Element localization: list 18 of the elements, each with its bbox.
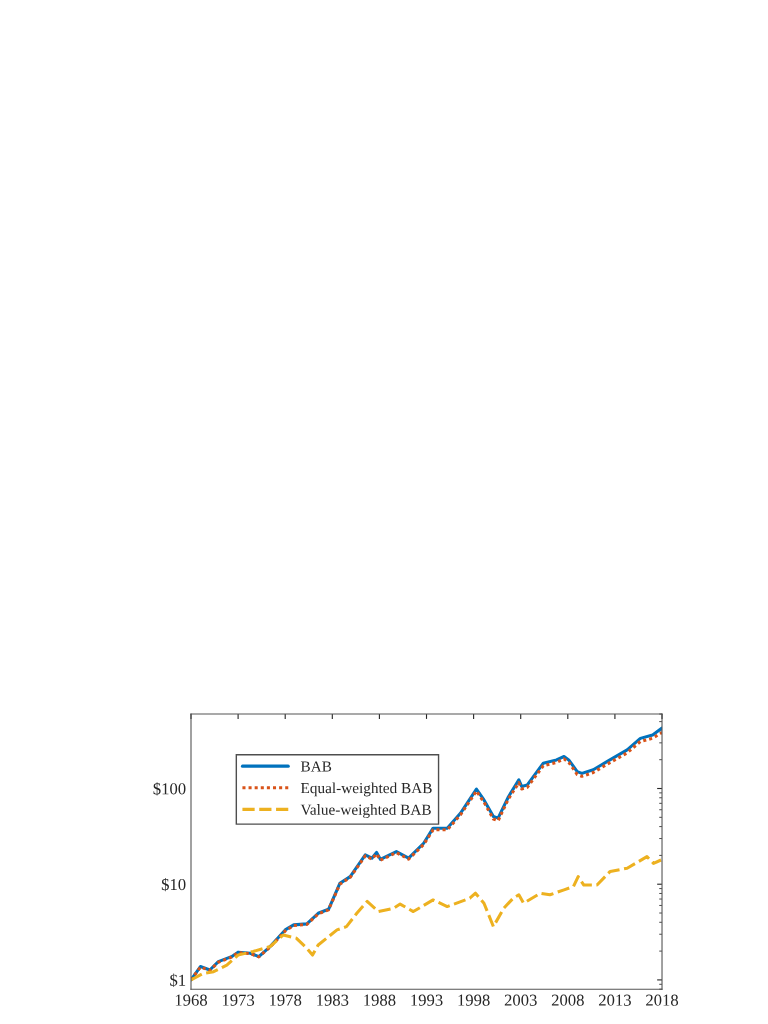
x-tick-label: 2018	[646, 994, 679, 1006]
x-tick-label: 1993	[411, 994, 443, 1006]
legend-label: BAB	[300, 761, 332, 772]
x-tick-label: 1978	[270, 994, 302, 1006]
y-tick-label: $100	[153, 782, 186, 796]
x-tick-label: 1998	[458, 994, 490, 1006]
y-tick-label: $10	[161, 877, 186, 892]
y-tick-label: $1	[170, 973, 186, 987]
x-tick-label: 2003	[504, 994, 537, 1006]
x-tick-label: 1983	[317, 994, 349, 1006]
x-tick-label: 1973	[222, 994, 255, 1006]
x-tick-label: 2013	[598, 994, 631, 1006]
line-series	[191, 855, 663, 982]
x-tick-label: 2008	[551, 994, 584, 1006]
x-tick-label: 1968	[175, 994, 208, 1006]
legend-label: Equal-weighted BAB	[300, 782, 432, 797]
legend-label: Value-weighted BAB	[300, 804, 431, 819]
x-tick-label: 1988	[364, 994, 396, 1006]
